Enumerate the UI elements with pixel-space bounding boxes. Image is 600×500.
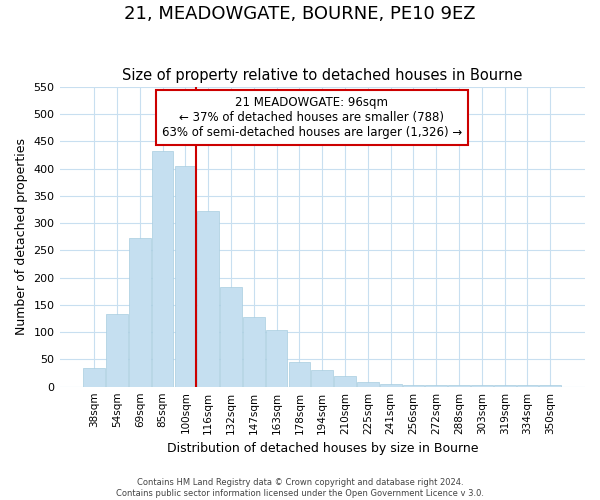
Bar xyxy=(175,166,196,386)
Y-axis label: Number of detached properties: Number of detached properties xyxy=(15,138,28,336)
Bar xyxy=(471,385,493,386)
Text: Contains HM Land Registry data © Crown copyright and database right 2024.
Contai: Contains HM Land Registry data © Crown c… xyxy=(116,478,484,498)
Bar xyxy=(494,385,515,386)
Bar xyxy=(380,384,401,386)
Bar xyxy=(539,385,561,386)
Bar xyxy=(289,362,310,386)
Text: 21 MEADOWGATE: 96sqm
← 37% of detached houses are smaller (788)
63% of semi-deta: 21 MEADOWGATE: 96sqm ← 37% of detached h… xyxy=(161,96,462,139)
Title: Size of property relative to detached houses in Bourne: Size of property relative to detached ho… xyxy=(122,68,523,83)
Bar xyxy=(425,385,447,386)
Bar xyxy=(517,385,538,386)
Bar xyxy=(197,211,219,386)
Text: 21, MEADOWGATE, BOURNE, PE10 9EZ: 21, MEADOWGATE, BOURNE, PE10 9EZ xyxy=(124,5,476,23)
Bar xyxy=(448,385,470,386)
Bar xyxy=(334,376,356,386)
X-axis label: Distribution of detached houses by size in Bourne: Distribution of detached houses by size … xyxy=(167,442,478,455)
Bar xyxy=(357,382,379,386)
Bar xyxy=(129,238,151,386)
Bar xyxy=(243,318,265,386)
Bar xyxy=(220,287,242,386)
Bar xyxy=(266,330,287,386)
Bar xyxy=(83,368,105,386)
Bar xyxy=(106,314,128,386)
Bar xyxy=(311,370,333,386)
Bar xyxy=(152,150,173,386)
Bar xyxy=(403,385,424,386)
